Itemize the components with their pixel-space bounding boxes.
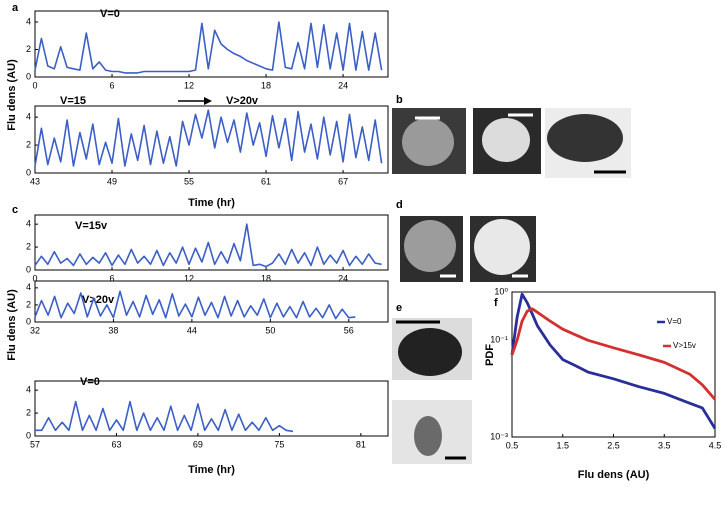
x-axis-label: Flu dens (AU) <box>578 469 650 481</box>
x-tick-label: 50 <box>265 325 275 335</box>
y-tick-label: 4 <box>26 282 31 292</box>
y-tick-label: 2 <box>26 241 31 251</box>
panel-label: c <box>12 204 18 216</box>
x-tick-label: 55 <box>184 176 194 186</box>
panel-label: f <box>494 297 498 309</box>
x-tick-label: 24 <box>338 80 348 90</box>
x-tick-label: 2.5 <box>607 440 620 450</box>
x-tick-label: 0 <box>32 80 37 90</box>
chart-title: V=15v <box>75 220 108 232</box>
y-axis-label: Flu dens (AU) <box>6 289 18 361</box>
data-line <box>510 292 717 430</box>
x-tick-label: 57 <box>30 439 40 449</box>
y-tick-label: 10⁻³ <box>490 431 508 441</box>
data-line <box>34 223 382 268</box>
plot-frame <box>34 10 389 78</box>
cell <box>474 219 530 275</box>
y-tick-label: 2 <box>26 44 31 54</box>
x-tick-label: 0.5 <box>506 440 519 450</box>
y-tick-label: 4 <box>26 16 31 26</box>
panel-label: a <box>12 2 19 14</box>
plot-frame <box>511 291 716 438</box>
chart-title: V=0 <box>100 8 120 20</box>
cell <box>402 118 454 166</box>
plot-frame <box>34 380 389 437</box>
legend-label: V=0 <box>667 317 682 326</box>
y-tick-label: 0 <box>26 167 31 177</box>
arrow-head <box>204 97 212 105</box>
chart-title: V=15 <box>60 95 86 107</box>
micrographs <box>392 108 631 464</box>
x-tick-label: 3.5 <box>658 440 671 450</box>
x-tick-label: 56 <box>344 325 354 335</box>
y-tick-label: 4 <box>26 219 31 229</box>
x-tick-label: 63 <box>111 439 121 449</box>
y-tick-label: 4 <box>26 385 31 395</box>
x-tick-label: 38 <box>108 325 118 335</box>
y-tick-label: 0 <box>26 430 31 440</box>
data-line <box>34 21 383 74</box>
panel-label: b <box>396 94 403 106</box>
x-tick-label: 12 <box>184 273 194 283</box>
data-line <box>35 400 294 433</box>
panel-label: d <box>396 199 403 211</box>
x-tick-label: 6 <box>110 80 115 90</box>
x-tick-label: 67 <box>338 176 348 186</box>
x-tick-label: 32 <box>30 325 40 335</box>
x-tick-label: 6 <box>110 273 115 283</box>
x-tick-label: 18 <box>261 273 271 283</box>
y-tick-label: 2 <box>26 139 31 149</box>
x-axis-label: Time (hr) <box>188 197 235 209</box>
data-line <box>34 290 356 320</box>
panel-label: e <box>396 302 402 314</box>
x-tick-label: 44 <box>187 325 197 335</box>
x-tick-label: 12 <box>184 80 194 90</box>
x-tick-label: 4.5 <box>709 440 722 450</box>
y-tick-label: 10⁻¹ <box>490 335 508 345</box>
y-tick-label: 10⁰ <box>494 286 508 296</box>
x-tick-label: 61 <box>261 176 271 186</box>
cell <box>398 328 462 376</box>
y-axis-label: PDF <box>484 344 496 366</box>
x-tick-label: 43 <box>30 176 40 186</box>
y-tick-label: 0 <box>26 316 31 326</box>
y-tick-label: 4 <box>26 112 31 122</box>
y-tick-label: 2 <box>26 299 31 309</box>
x-tick-label: 69 <box>193 439 203 449</box>
y-tick-label: 0 <box>26 264 31 274</box>
x-axis-label: Time (hr) <box>188 464 235 476</box>
x-tick-label: 81 <box>356 439 366 449</box>
x-tick-label: 18 <box>261 80 271 90</box>
x-tick-label: 24 <box>338 273 348 283</box>
plot-frame <box>34 214 389 271</box>
plot-frame <box>34 280 389 323</box>
x-tick-label: 49 <box>107 176 117 186</box>
annotation: V>20v <box>226 95 259 107</box>
cell <box>547 114 623 162</box>
plot-frame <box>34 105 389 174</box>
y-tick-label: 2 <box>26 407 31 417</box>
data-line <box>34 109 383 167</box>
x-tick-label: 1.5 <box>556 440 569 450</box>
data-line <box>510 307 717 401</box>
x-tick-label: 0 <box>32 273 37 283</box>
y-axis-label: Flu dens (AU) <box>6 59 18 131</box>
x-tick-label: 75 <box>274 439 284 449</box>
cell <box>414 416 442 456</box>
cell <box>404 220 456 272</box>
legend-label: V>15v <box>673 341 696 350</box>
chart-title: V=0 <box>80 376 100 388</box>
chart-title: V>20v <box>82 294 115 306</box>
y-tick-label: 0 <box>26 71 31 81</box>
cell <box>482 118 530 162</box>
